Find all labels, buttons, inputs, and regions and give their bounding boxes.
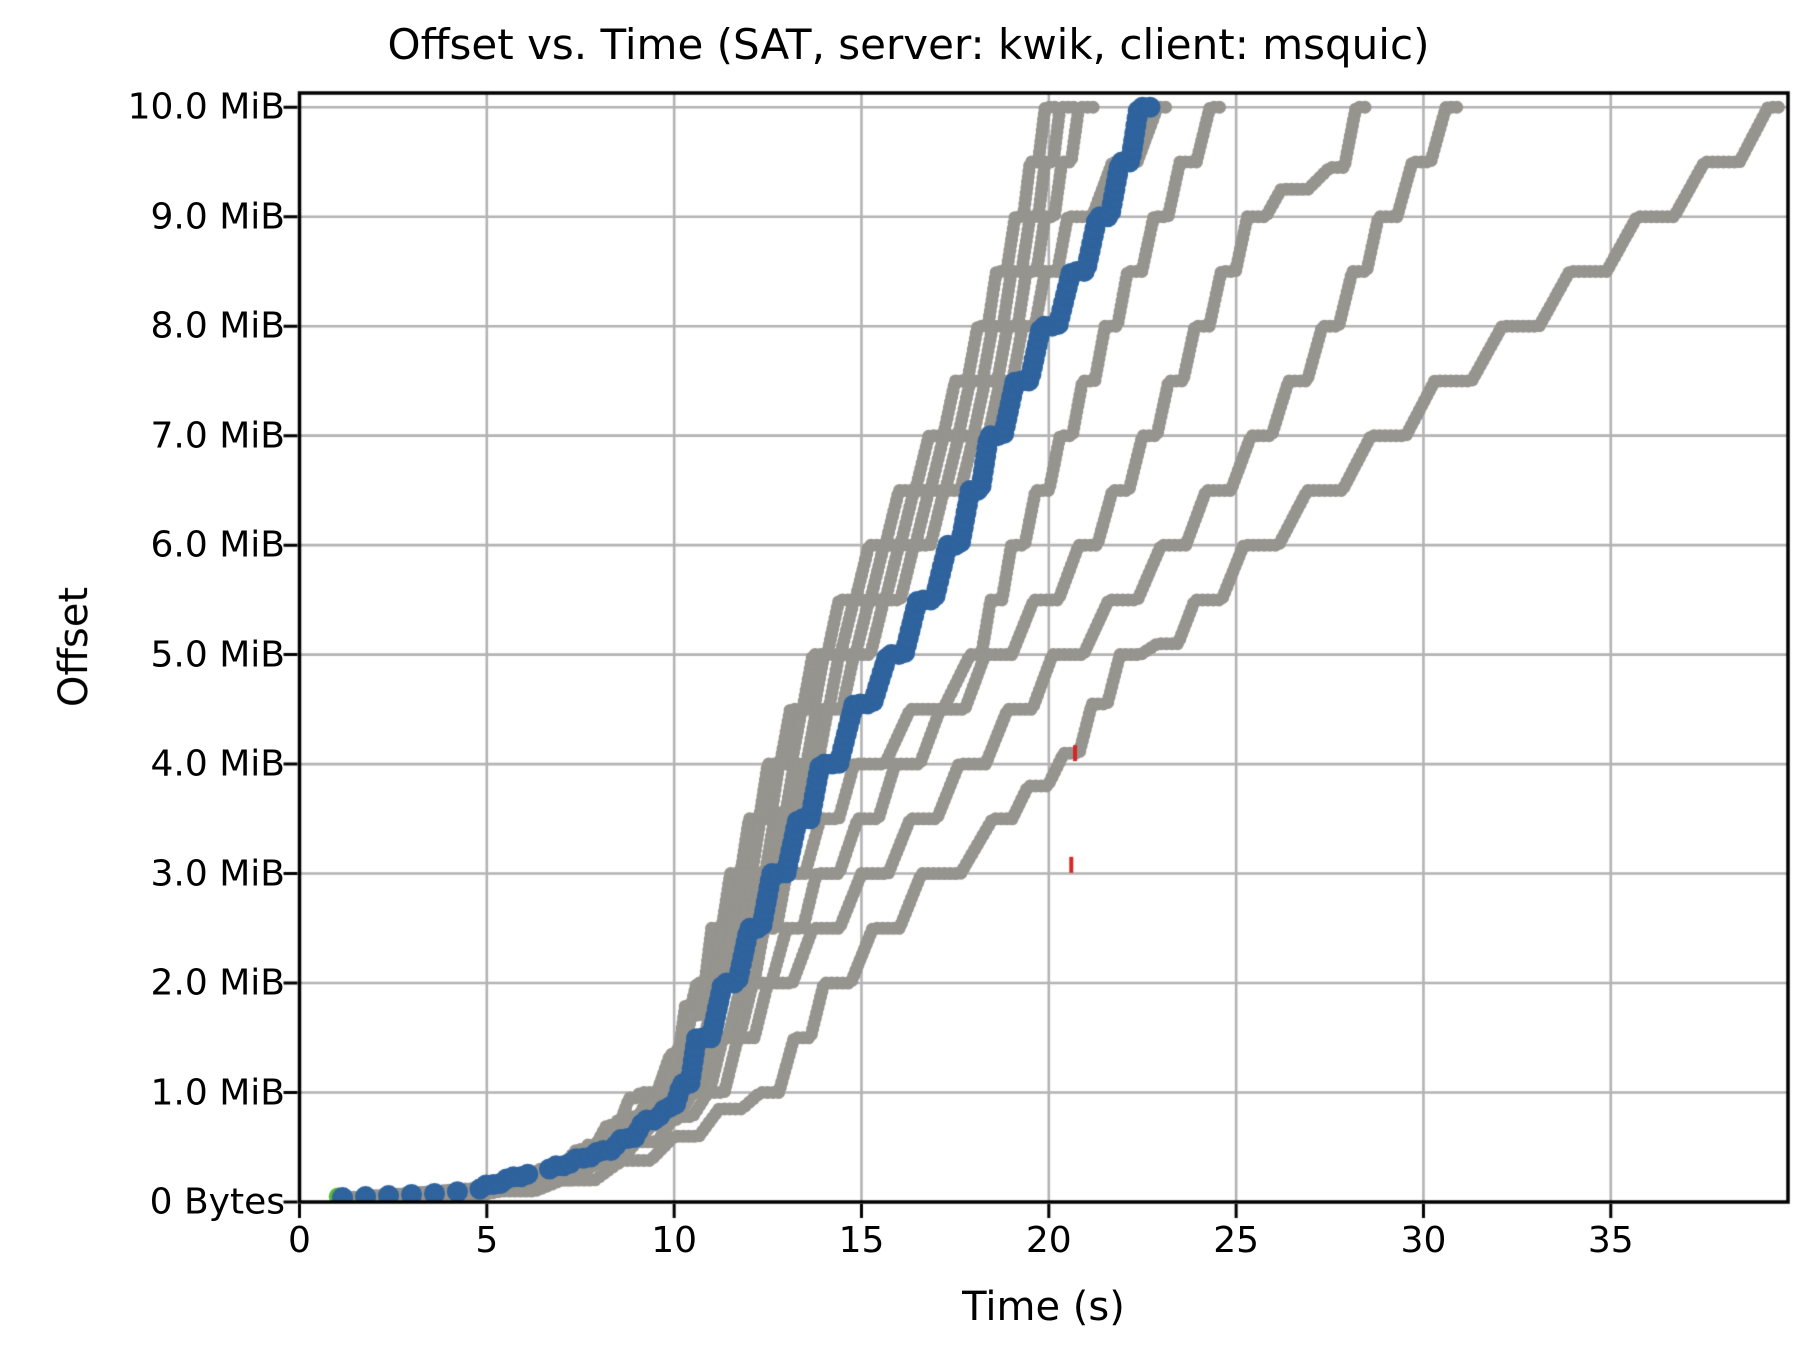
x-tick-label: 15	[838, 1220, 885, 1261]
y-tick-label: 1.0 MiB	[150, 1072, 285, 1114]
x-tick-label: 35	[1587, 1220, 1634, 1261]
y-tick-label: 5.0 MiB	[150, 634, 285, 676]
y-tick-label: 4.0 MiB	[150, 743, 285, 785]
x-tick-label: 20	[1025, 1220, 1072, 1261]
y-tick-label: 8.0 MiB	[150, 305, 285, 347]
y-tick-label: 7.0 MiB	[150, 415, 285, 457]
y-tick-label: 10.0 MiB	[127, 86, 285, 128]
x-tick-label: 25	[1213, 1220, 1260, 1261]
x-tick-label: 5	[475, 1220, 499, 1261]
x-tick-label: 10	[651, 1220, 698, 1261]
chart-title: Offset vs. Time (SAT, server: kwik, clie…	[387, 20, 1430, 69]
x-tick-label: 30	[1400, 1220, 1447, 1261]
x-axis-label: Time (s)	[962, 1284, 1125, 1330]
x-tick-label: 0	[288, 1220, 311, 1261]
y-tick-label: 0 Bytes	[149, 1181, 285, 1223]
y-tick-label: 9.0 MiB	[150, 196, 285, 238]
y-tick-label: 6.0 MiB	[150, 524, 285, 566]
y-tick-label: 3.0 MiB	[150, 853, 285, 895]
y-tick-label: 2.0 MiB	[150, 962, 285, 1004]
y-axis-label: Offset	[51, 586, 98, 708]
